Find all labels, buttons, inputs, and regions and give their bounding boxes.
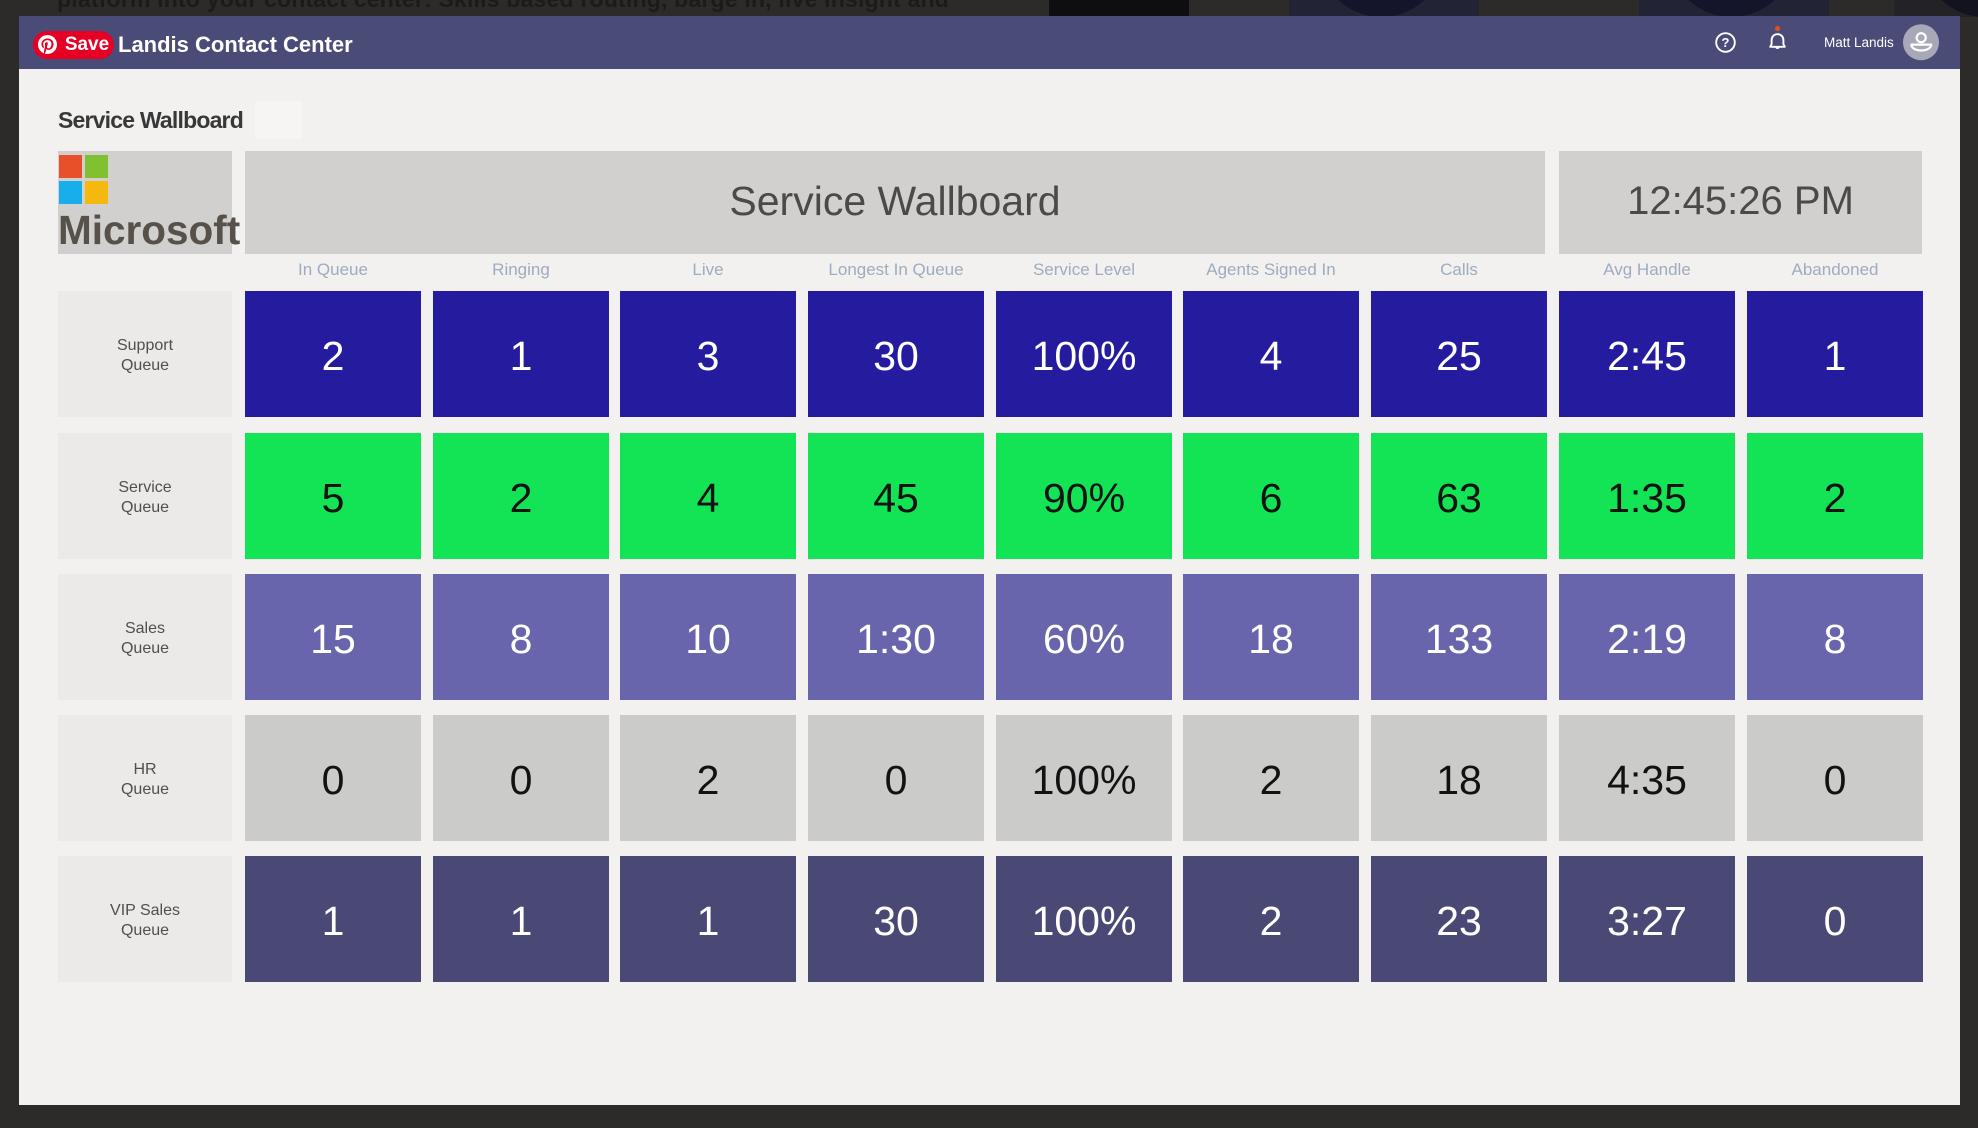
svg-text:?: ?	[1722, 35, 1730, 50]
